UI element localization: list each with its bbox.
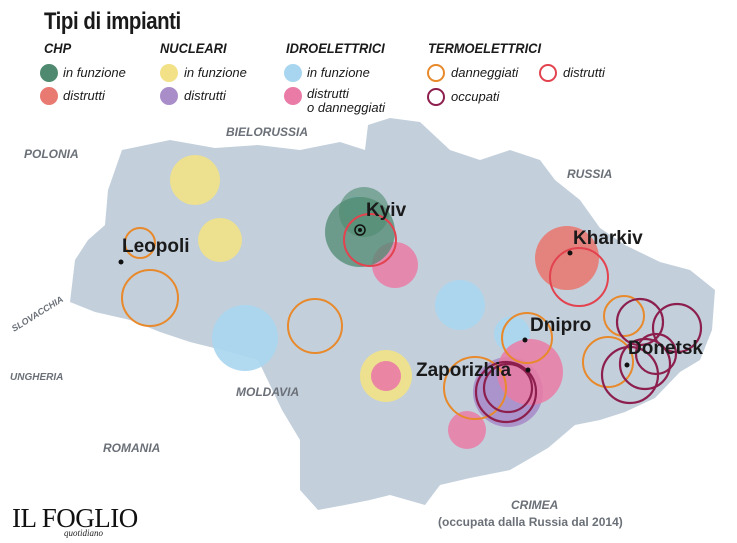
thermal-plant-marker — [549, 247, 609, 307]
legend-title: Tipi di impianti — [44, 8, 181, 35]
legend-swatch-hydro-dist — [284, 87, 302, 105]
legend-heading-termoelettrici: TERMOELETTRICI — [428, 40, 542, 56]
country-label-bielorussia: BIELORUSSIA — [226, 125, 308, 139]
hydro-plant-marker — [497, 339, 563, 405]
city-dot-dnipro — [522, 337, 528, 343]
nuclear-plant-marker — [198, 218, 242, 262]
legend-label: danneggiati — [451, 65, 519, 80]
thermal-plant-marker — [615, 297, 665, 347]
legend-label: in funzione — [184, 65, 247, 80]
legend-label: occupati — [451, 89, 500, 104]
thermal-plant-marker — [121, 269, 179, 327]
city-dot-kyiv — [358, 228, 362, 232]
legend-label: in funzione — [63, 65, 126, 80]
thermal-plant-marker — [443, 356, 507, 420]
legend-label: distrutti — [563, 65, 605, 80]
country-label-russia: RUSSIA — [567, 167, 612, 181]
legend-label: in funzione — [307, 65, 370, 80]
city-dot-leopoli — [118, 259, 124, 265]
hydro-plant-marker — [435, 280, 485, 330]
city-ring-kyiv — [354, 224, 366, 236]
thermal-plant-marker — [482, 362, 534, 414]
thermal-plant-marker — [501, 312, 553, 364]
legend-swatch-hydro-ok — [284, 64, 302, 82]
city-dot-kharkiv — [567, 250, 573, 256]
crimea-note: (occupata dalla Russia dal 2014) — [438, 515, 623, 529]
thermal-plant-marker — [474, 360, 538, 424]
city-label-zaporizhia: Zaporizhia — [416, 360, 511, 381]
ukraine-land — [70, 118, 715, 510]
city-label-donetsk: Donetsk — [628, 338, 703, 359]
country-label-moldavia: MOLDAVIA — [236, 385, 299, 399]
legend-label: o danneggiati — [307, 100, 386, 115]
legend-swatch-chp-ok — [40, 64, 58, 82]
legend-heading-chp: CHP — [44, 40, 72, 56]
thermal-plant-marker — [603, 295, 645, 337]
chp-plant-marker — [339, 187, 389, 237]
thermal-plant-marker — [124, 227, 156, 259]
il-foglio-logo: IL FOGLIO — [12, 503, 138, 533]
thermal-plant-marker — [634, 332, 678, 376]
hydro-plant-marker — [448, 411, 486, 449]
legend-swatch-thermo-dist — [539, 64, 557, 82]
legend-label: distrutti — [63, 88, 105, 103]
country-label-ungheria: UNGHERIA — [10, 372, 63, 383]
thermal-plant-marker — [582, 336, 634, 388]
hydro-plant-marker — [371, 361, 401, 391]
city-label-leopoli: Leopoli — [122, 236, 190, 257]
legend-swatch-thermo-occ — [427, 88, 445, 106]
country-label-crimea: CRIMEA — [511, 498, 558, 512]
il-foglio-logo-sub: quotidiano — [64, 528, 104, 538]
thermal-plant-marker — [287, 298, 343, 354]
nuclear-plant-marker — [170, 155, 220, 205]
city-label-kyiv: Kyiv — [366, 200, 407, 221]
city-label-dnipro: Dnipro — [530, 315, 591, 336]
thermal-plant-marker — [343, 213, 397, 267]
legend-swatch-chp-dist — [40, 87, 58, 105]
city-label-kharkiv: Kharkiv — [573, 228, 643, 249]
legend-heading-nucleari: NUCLEARI — [160, 40, 227, 56]
country-label-polonia: POLONIA — [24, 147, 79, 161]
legend-swatch-nuc-dist — [160, 87, 178, 105]
hydro-plant-marker — [212, 305, 278, 371]
legend-label: distrutti — [307, 86, 349, 101]
thermal-plant-marker — [618, 337, 672, 391]
city-dot-zaporizhia — [525, 367, 531, 373]
legend-label: distrutti — [184, 88, 226, 103]
country-label-romania: ROMANIA — [103, 441, 160, 455]
legend-swatch-thermo-dmg — [427, 64, 445, 82]
country-label-slovacchia: SLOVACCHIA — [10, 294, 65, 334]
legend-swatch-nuc-ok — [160, 64, 178, 82]
city-dot-donetsk — [624, 362, 630, 368]
legend-heading-idroelettrici: IDROELETTRICI — [286, 40, 385, 56]
